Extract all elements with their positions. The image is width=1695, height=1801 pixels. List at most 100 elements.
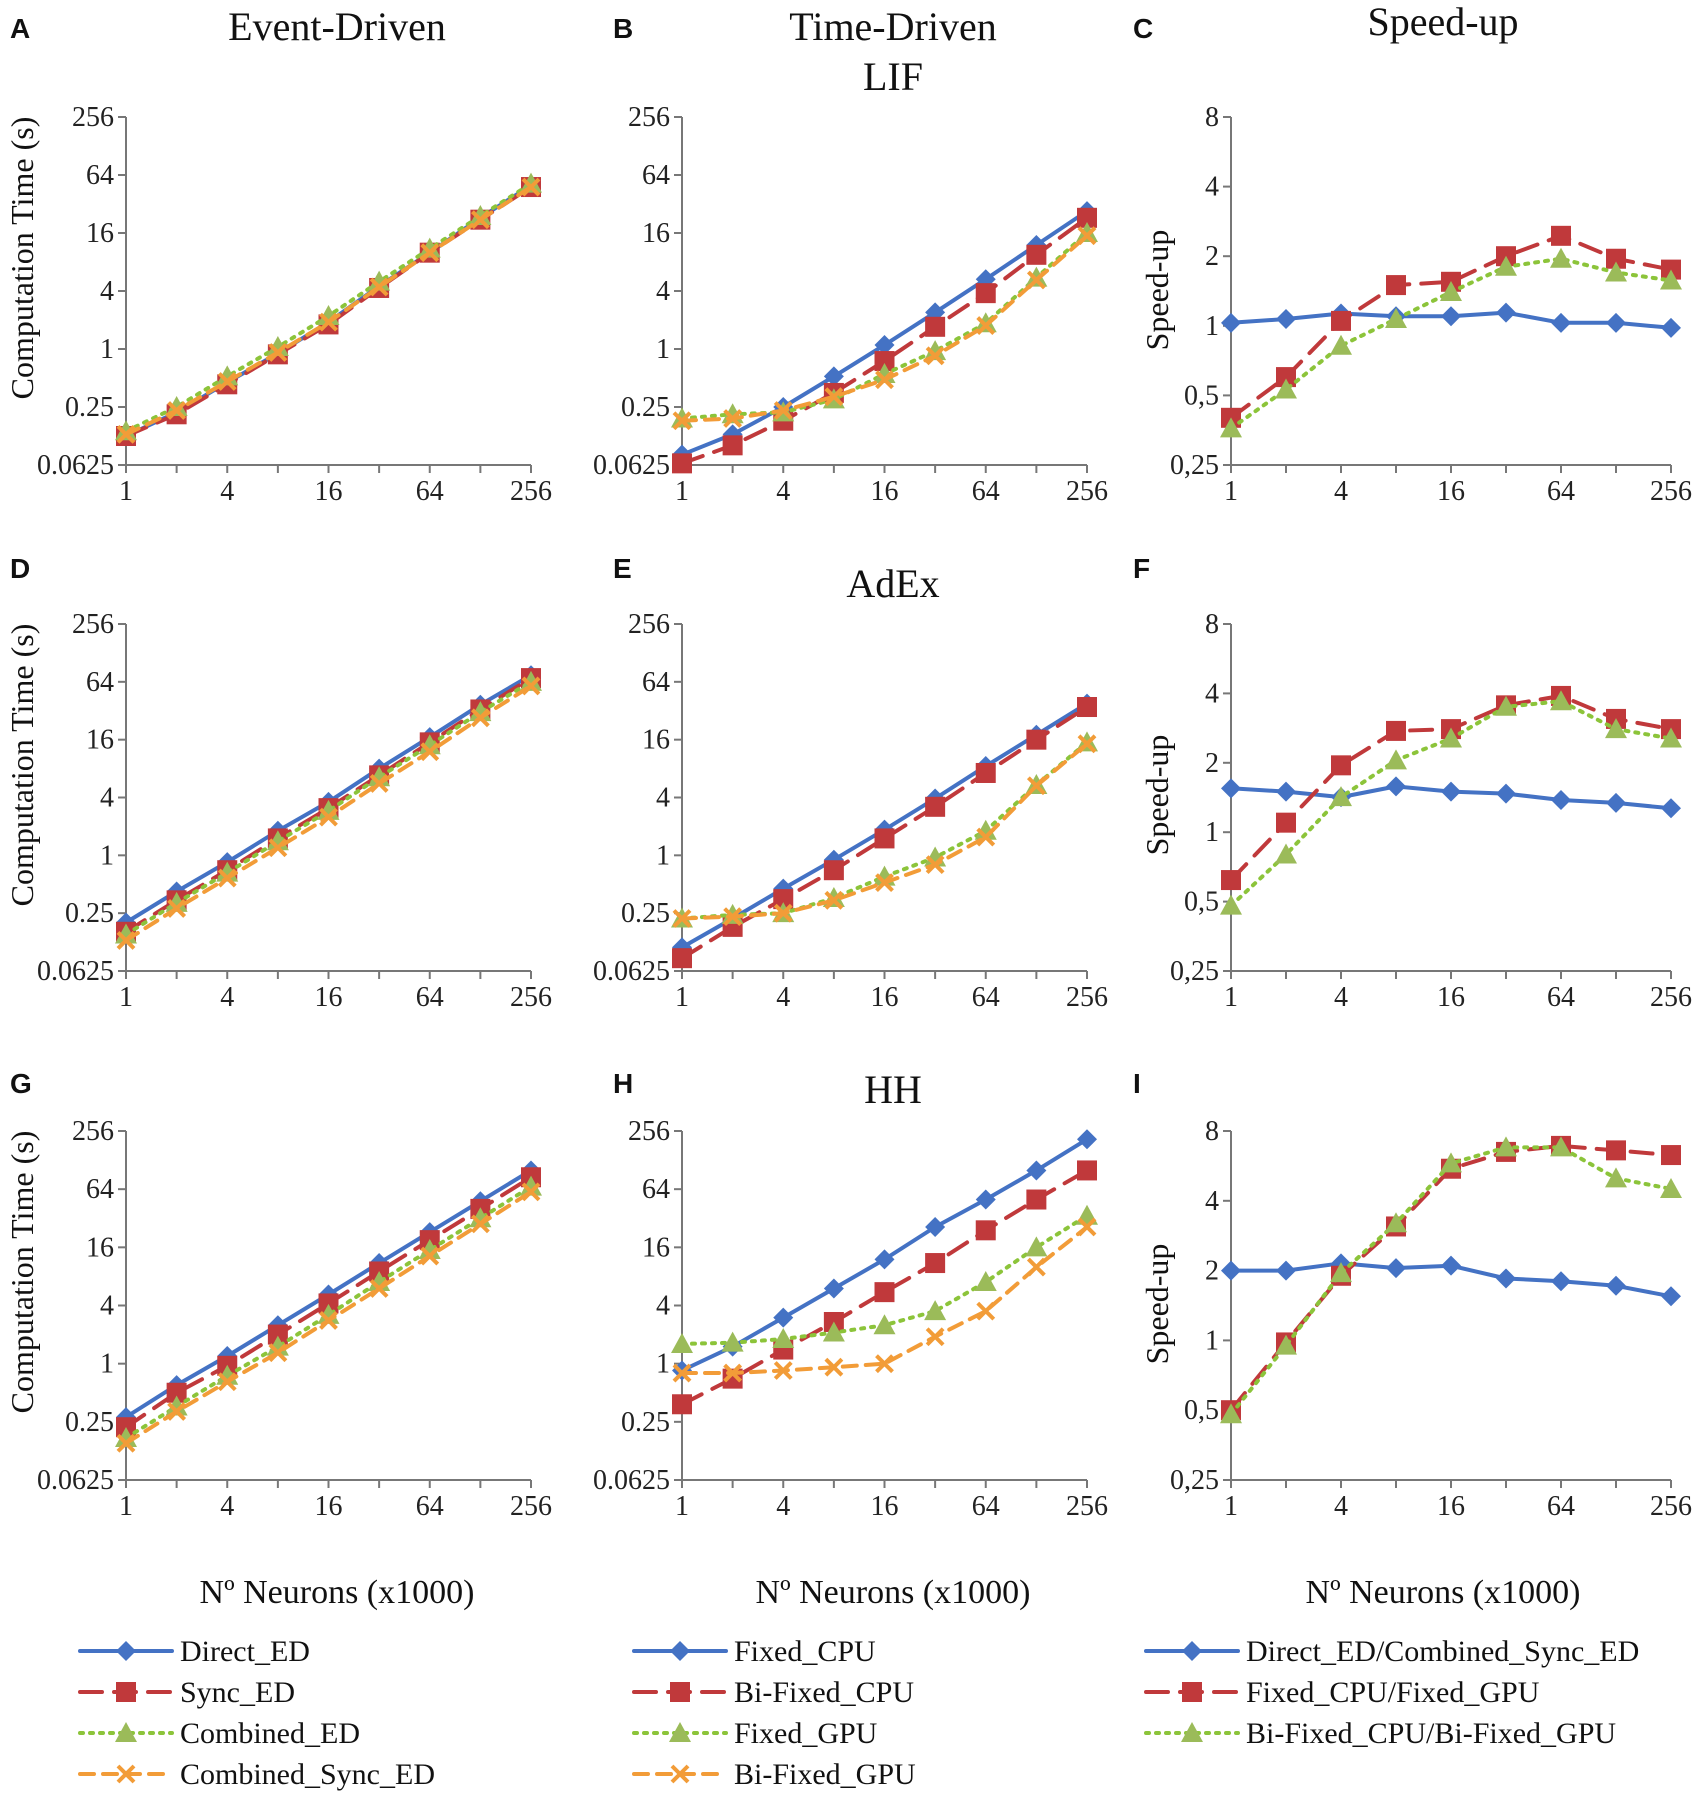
data-point — [165, 1395, 188, 1416]
data-point — [672, 1394, 692, 1415]
data-point — [1660, 1177, 1682, 1198]
legend-item: Direct_ED — [78, 1635, 310, 1668]
legend-swatch-marker — [670, 1764, 690, 1784]
y-tick-label: 16 — [86, 218, 114, 249]
legend-swatch-marker — [669, 1722, 691, 1742]
legend-swatch-marker — [1182, 1641, 1202, 1661]
data-point — [1605, 718, 1627, 739]
legend-label: Fixed_CPU — [734, 1635, 876, 1668]
series-bi-fixed-cpu — [672, 697, 1097, 969]
data-point — [1331, 310, 1351, 331]
data-point — [1386, 720, 1406, 741]
data-point — [217, 868, 237, 888]
data-point — [823, 366, 844, 387]
x-tick-label: 1 — [119, 476, 133, 507]
x-tick-label: 256 — [1650, 982, 1692, 1013]
data-point — [1077, 734, 1097, 754]
data-point — [1386, 1258, 1406, 1279]
ylabel-speedup-row2: Speed-up — [1139, 735, 1175, 856]
x-tick-label: 16 — [315, 982, 343, 1013]
y-tick-label: 0.0625 — [37, 956, 114, 987]
legend-item: Bi-Fixed_GPU — [632, 1758, 916, 1791]
xlabel-col1: Nº Neurons (x1000) — [200, 1574, 475, 1611]
data-point — [1026, 244, 1047, 265]
data-point — [368, 270, 391, 291]
data-point — [823, 1278, 844, 1299]
data-point — [976, 1301, 996, 1321]
data-point — [822, 1321, 845, 1342]
panel-g: 0.0625 0.25 1 4 16 64 256 1 4 16 64 256 — [37, 1116, 552, 1522]
y-tick-label: 1 — [100, 1349, 114, 1380]
data-point — [369, 774, 389, 793]
data-point — [1330, 786, 1352, 807]
y-tick-label: 1 — [1205, 1325, 1219, 1356]
y-tick-label: 2 — [1205, 241, 1219, 272]
data-point — [318, 1293, 339, 1314]
panel-b: 0.0625 0.25 1 4 16 64 256 1 4 16 64 256 — [593, 102, 1108, 507]
series-line — [1229, 233, 1673, 420]
data-point — [166, 1382, 187, 1403]
data-point — [723, 907, 743, 927]
x-tick-label: 16 — [871, 1491, 899, 1522]
data-point — [1276, 781, 1296, 802]
y-tick-label: 0.0625 — [37, 450, 114, 481]
legends: Direct_ED Sync_ED Combined_ED Combined_Sync… — [78, 1635, 1639, 1791]
x-tick-label: 4 — [776, 476, 790, 507]
panel-c: 0,25 0,5 1 2 4 8 1 4 16 64 256 — [1170, 102, 1692, 507]
series-line — [124, 679, 533, 937]
data-point — [975, 762, 996, 783]
legend-col2: Fixed_CPU Bi-Fixed_CPU Fixed_GPU Bi-Fixed_G… — [632, 1635, 916, 1791]
data-point — [723, 1363, 743, 1383]
x-tick-label: 16 — [315, 1491, 343, 1522]
data-point — [1495, 1136, 1517, 1157]
panel-letter-e: E — [613, 553, 632, 584]
series-sync-ed — [116, 1167, 541, 1438]
data-point — [521, 177, 541, 197]
y-tick-label: 0.0625 — [37, 1465, 114, 1496]
data-point — [1077, 1160, 1097, 1181]
data-point — [1221, 870, 1241, 891]
data-point — [520, 1175, 542, 1196]
data-point — [1077, 226, 1097, 246]
x-tick-label: 64 — [416, 1491, 444, 1522]
legend-swatch-marker — [116, 1764, 136, 1784]
data-point — [925, 796, 946, 817]
data-point — [420, 243, 440, 263]
y-tick-label: 2 — [1205, 748, 1219, 779]
data-point — [319, 312, 338, 332]
data-point — [773, 1361, 793, 1380]
x-tick-label: 256 — [1066, 982, 1108, 1013]
x-tick-label: 16 — [1437, 1491, 1465, 1522]
series-bi-fixed-cpu-bi-fixed-gpu — [1220, 247, 1682, 438]
x-tick-label: 64 — [972, 982, 1000, 1013]
y-tick-label: 0.25 — [621, 392, 670, 423]
data-point — [369, 1279, 389, 1298]
data-point — [520, 172, 542, 193]
x-tick-label: 1 — [675, 982, 689, 1013]
x-tick-label: 256 — [1650, 476, 1692, 507]
data-point — [925, 1216, 946, 1237]
data-point — [420, 742, 440, 762]
y-tick-label: 16 — [86, 1232, 114, 1263]
y-tick-label: 64 — [642, 1174, 670, 1205]
data-point — [1026, 1189, 1047, 1210]
legend-label: Direct_ED/Combined_Sync_ED — [1246, 1635, 1639, 1668]
legend-item: Fixed_CPU/Fixed_GPU — [1144, 1676, 1540, 1709]
ylabel-speedup-row1: Speed-up — [1139, 230, 1175, 351]
y-tick-label: 0,25 — [1170, 1465, 1219, 1496]
data-point — [672, 411, 692, 431]
data-point — [1221, 778, 1241, 799]
x-tick-label: 4 — [776, 1491, 790, 1522]
data-point — [521, 1182, 541, 1202]
y-tick-label: 0.0625 — [593, 1465, 670, 1496]
data-point — [1220, 417, 1242, 438]
data-point — [925, 855, 945, 875]
data-point — [1330, 334, 1352, 355]
y-tick-label: 256 — [72, 102, 114, 133]
x-tick-label: 4 — [776, 982, 790, 1013]
legend-swatch-marker — [1181, 1722, 1203, 1742]
data-point — [975, 1189, 996, 1210]
x-tick-label: 1 — [1224, 982, 1238, 1013]
y-tick-label: 2 — [1205, 1256, 1219, 1287]
data-point — [1385, 308, 1407, 329]
